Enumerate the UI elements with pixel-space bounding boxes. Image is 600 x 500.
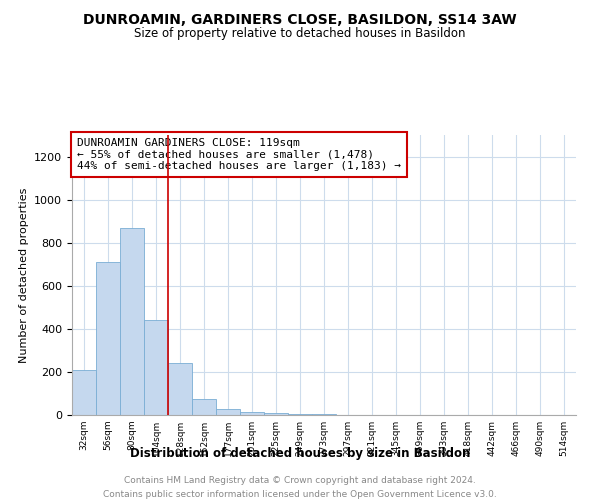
Bar bbox=[144, 320, 168, 415]
Bar bbox=[72, 370, 96, 415]
Bar bbox=[288, 414, 312, 415]
Text: DUNROAMIN, GARDINERS CLOSE, BASILDON, SS14 3AW: DUNROAMIN, GARDINERS CLOSE, BASILDON, SS… bbox=[83, 12, 517, 26]
Bar bbox=[192, 399, 216, 415]
Text: Contains HM Land Registry data © Crown copyright and database right 2024.: Contains HM Land Registry data © Crown c… bbox=[124, 476, 476, 485]
Bar bbox=[240, 412, 264, 415]
Bar bbox=[120, 228, 144, 415]
Y-axis label: Number of detached properties: Number of detached properties bbox=[19, 188, 29, 362]
Text: Size of property relative to detached houses in Basildon: Size of property relative to detached ho… bbox=[134, 28, 466, 40]
Bar bbox=[168, 364, 192, 415]
Text: DUNROAMIN GARDINERS CLOSE: 119sqm
← 55% of detached houses are smaller (1,478)
4: DUNROAMIN GARDINERS CLOSE: 119sqm ← 55% … bbox=[77, 138, 401, 171]
Bar bbox=[312, 414, 336, 415]
Bar bbox=[264, 414, 288, 415]
Text: Contains public sector information licensed under the Open Government Licence v3: Contains public sector information licen… bbox=[103, 490, 497, 499]
Bar bbox=[216, 408, 240, 415]
Text: Distribution of detached houses by size in Basildon: Distribution of detached houses by size … bbox=[130, 448, 470, 460]
Bar bbox=[96, 262, 120, 415]
